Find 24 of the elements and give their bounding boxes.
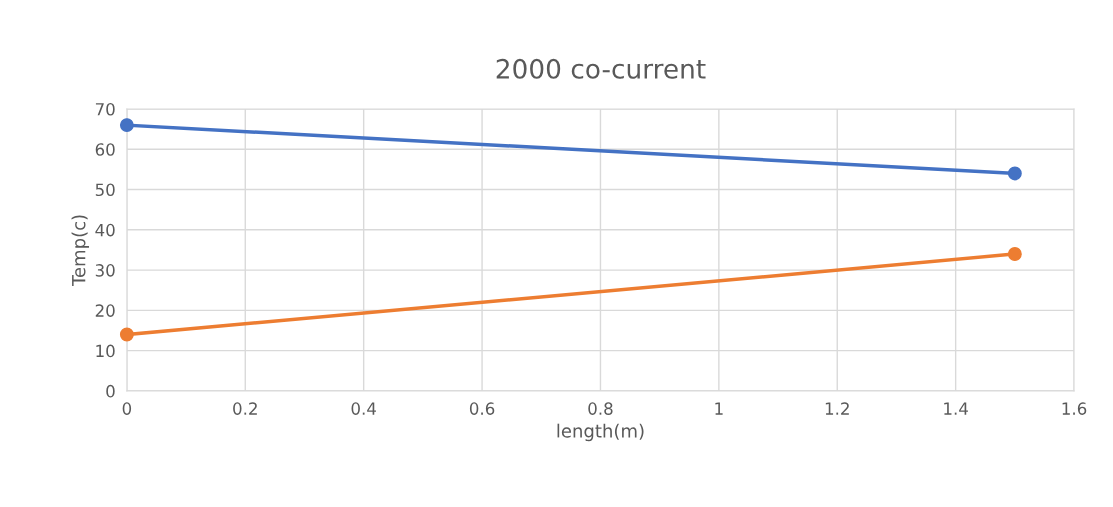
point: [119, 327, 134, 342]
x-tick-label: 0.2: [233, 402, 257, 415]
y-axis-title: Temp(c): [71, 215, 90, 287]
x-axis-title: length(m): [557, 423, 644, 442]
y-tick-label: 70: [95, 102, 115, 116]
x-tick-label: 0: [122, 402, 132, 415]
x-tick-label: 0.6: [469, 402, 495, 415]
y-tick-label: 50: [95, 183, 115, 197]
x-tick-label: 0.8: [588, 402, 613, 415]
y-tick-label: 0: [106, 384, 115, 398]
point: [1007, 247, 1022, 261]
y-tick-label: 60: [95, 143, 115, 156]
x-tick-label: 1.4: [944, 402, 968, 415]
x-tick-label: 1.2: [825, 402, 849, 415]
y-tick-label: 10: [96, 344, 115, 358]
point: [1007, 166, 1022, 181]
y-tick-label: 30: [95, 264, 115, 277]
y-tick-label: 40: [95, 223, 115, 237]
point: [119, 118, 134, 133]
chart-title: 2000 co-current: [496, 58, 706, 79]
x-tick-label: 0.4: [351, 402, 376, 415]
y-tick-label: 20: [95, 304, 115, 317]
x-tick-label: 1.6: [1062, 402, 1087, 415]
x-tick-label: 1: [715, 402, 723, 415]
